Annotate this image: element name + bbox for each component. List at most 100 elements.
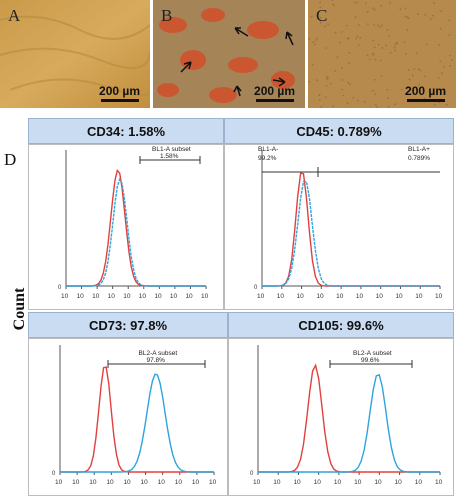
x-tick-label: 10: [92, 293, 100, 300]
texture-dot: [379, 59, 382, 62]
texture-dot: [372, 89, 374, 92]
micrograph-b-label: B: [161, 6, 173, 25]
x-tick-label: 10: [55, 479, 63, 486]
texture-dot: [385, 44, 388, 47]
texture-dot: [446, 103, 448, 106]
x-tick-label: 10: [273, 479, 281, 486]
texture-dot: [388, 34, 390, 37]
texture-dot: [374, 58, 377, 61]
texture-dot: [363, 101, 366, 104]
gate-label: 99.2%: [258, 155, 277, 162]
texture-dot: [403, 41, 406, 44]
texture-dot: [341, 31, 343, 33]
texture-dot: [312, 41, 315, 43]
texture-dot: [411, 74, 414, 77]
texture-dot: [381, 47, 384, 49]
texture-dot: [389, 1, 391, 4]
texture-dot: [346, 102, 349, 105]
texture-dot: [347, 81, 349, 84]
scale-bar-c-text: 200 µm: [405, 84, 446, 98]
texture-dot: [366, 54, 369, 56]
texture-dot: [358, 24, 360, 26]
x-tick-label: 10: [336, 293, 344, 300]
texture-dot: [430, 18, 432, 21]
texture-dot: [341, 79, 344, 81]
texture-dot: [319, 1, 321, 4]
micrograph-b: B 200 µm: [153, 0, 305, 108]
texture-dot: [413, 68, 415, 70]
texture-dot: [425, 43, 428, 46]
texture-dot: [374, 103, 377, 106]
texture-dot: [358, 44, 360, 46]
x-tick-label: 10: [77, 293, 85, 300]
x-tick-label: 10: [89, 479, 97, 486]
x-tick-label: 10: [395, 293, 403, 300]
gate-label: BL1-A+: [408, 146, 430, 153]
texture-dot: [326, 77, 329, 80]
texture-dot: [341, 88, 343, 91]
texture-dot: [326, 75, 329, 78]
texture-dot: [314, 39, 317, 41]
x-tick-label: 10: [141, 479, 149, 486]
panel-d-label: D: [4, 150, 17, 169]
x-tick-label: 10: [185, 293, 193, 300]
marker-histogram-line: [262, 180, 440, 287]
texture-dot: [418, 83, 420, 86]
texture-dot: [342, 94, 345, 97]
texture-dot: [332, 3, 334, 5]
x-tick-label: 10: [293, 479, 301, 486]
x-tick-label: 10: [170, 293, 178, 300]
texture-dot: [324, 25, 326, 28]
scale-bar-a-line: [100, 99, 139, 102]
texture-dot: [364, 2, 367, 5]
texture-dot: [329, 82, 332, 85]
x-tick-label: 10: [61, 293, 69, 300]
texture-dot: [373, 24, 375, 26]
control-histogram-line: [66, 169, 206, 287]
texture-dot: [380, 75, 383, 77]
texture-dot: [308, 38, 310, 40]
texture-dot: [394, 49, 396, 52]
texture-dot: [439, 60, 442, 63]
texture-dot: [431, 14, 434, 17]
x-tick-label: 10: [192, 479, 200, 486]
texture-dot: [354, 16, 357, 19]
texture-dot: [327, 23, 329, 26]
scale-bar-b: 200 µm: [254, 84, 295, 102]
texture-dot: [404, 7, 407, 10]
x-tick-label: 10: [108, 293, 116, 300]
texture-dot: [404, 15, 407, 18]
texture-dot: [314, 43, 316, 46]
texture-dot: [308, 80, 311, 83]
texture-dot: [319, 16, 322, 19]
texture-dot: [424, 75, 426, 78]
texture-dot: [333, 4, 335, 7]
texture-dot: [390, 51, 392, 54]
header-cd34: CD34: 1.58%: [28, 118, 224, 144]
control-histogram-line: [258, 363, 440, 473]
header-cd105: CD105: 99.6%: [228, 312, 454, 338]
texture-dot: [367, 23, 369, 25]
texture-dot: [373, 78, 376, 81]
texture-dot: [378, 26, 381, 28]
header-cd45: CD45: 0.789%: [224, 118, 454, 144]
texture-dot: [338, 41, 341, 44]
texture-dot: [348, 37, 350, 39]
texture-dot: [419, 69, 422, 72]
texture-dot: [369, 58, 371, 61]
texture-dot: [380, 4, 382, 7]
texture-dot: [310, 15, 313, 18]
x-tick-label: 10: [435, 293, 443, 300]
x-tick-label: 10: [415, 479, 423, 486]
texture-dot: [438, 44, 440, 46]
texture-dot: [380, 24, 383, 27]
texture-dot: [415, 52, 418, 54]
plot-cd34-frame: [28, 144, 224, 310]
x-tick-label: 10: [316, 293, 324, 300]
texture-dot: [353, 1, 356, 4]
texture-dot: [311, 63, 314, 66]
texture-dot: [449, 54, 451, 57]
texture-dot: [440, 10, 443, 13]
texture-dot: [334, 70, 337, 72]
